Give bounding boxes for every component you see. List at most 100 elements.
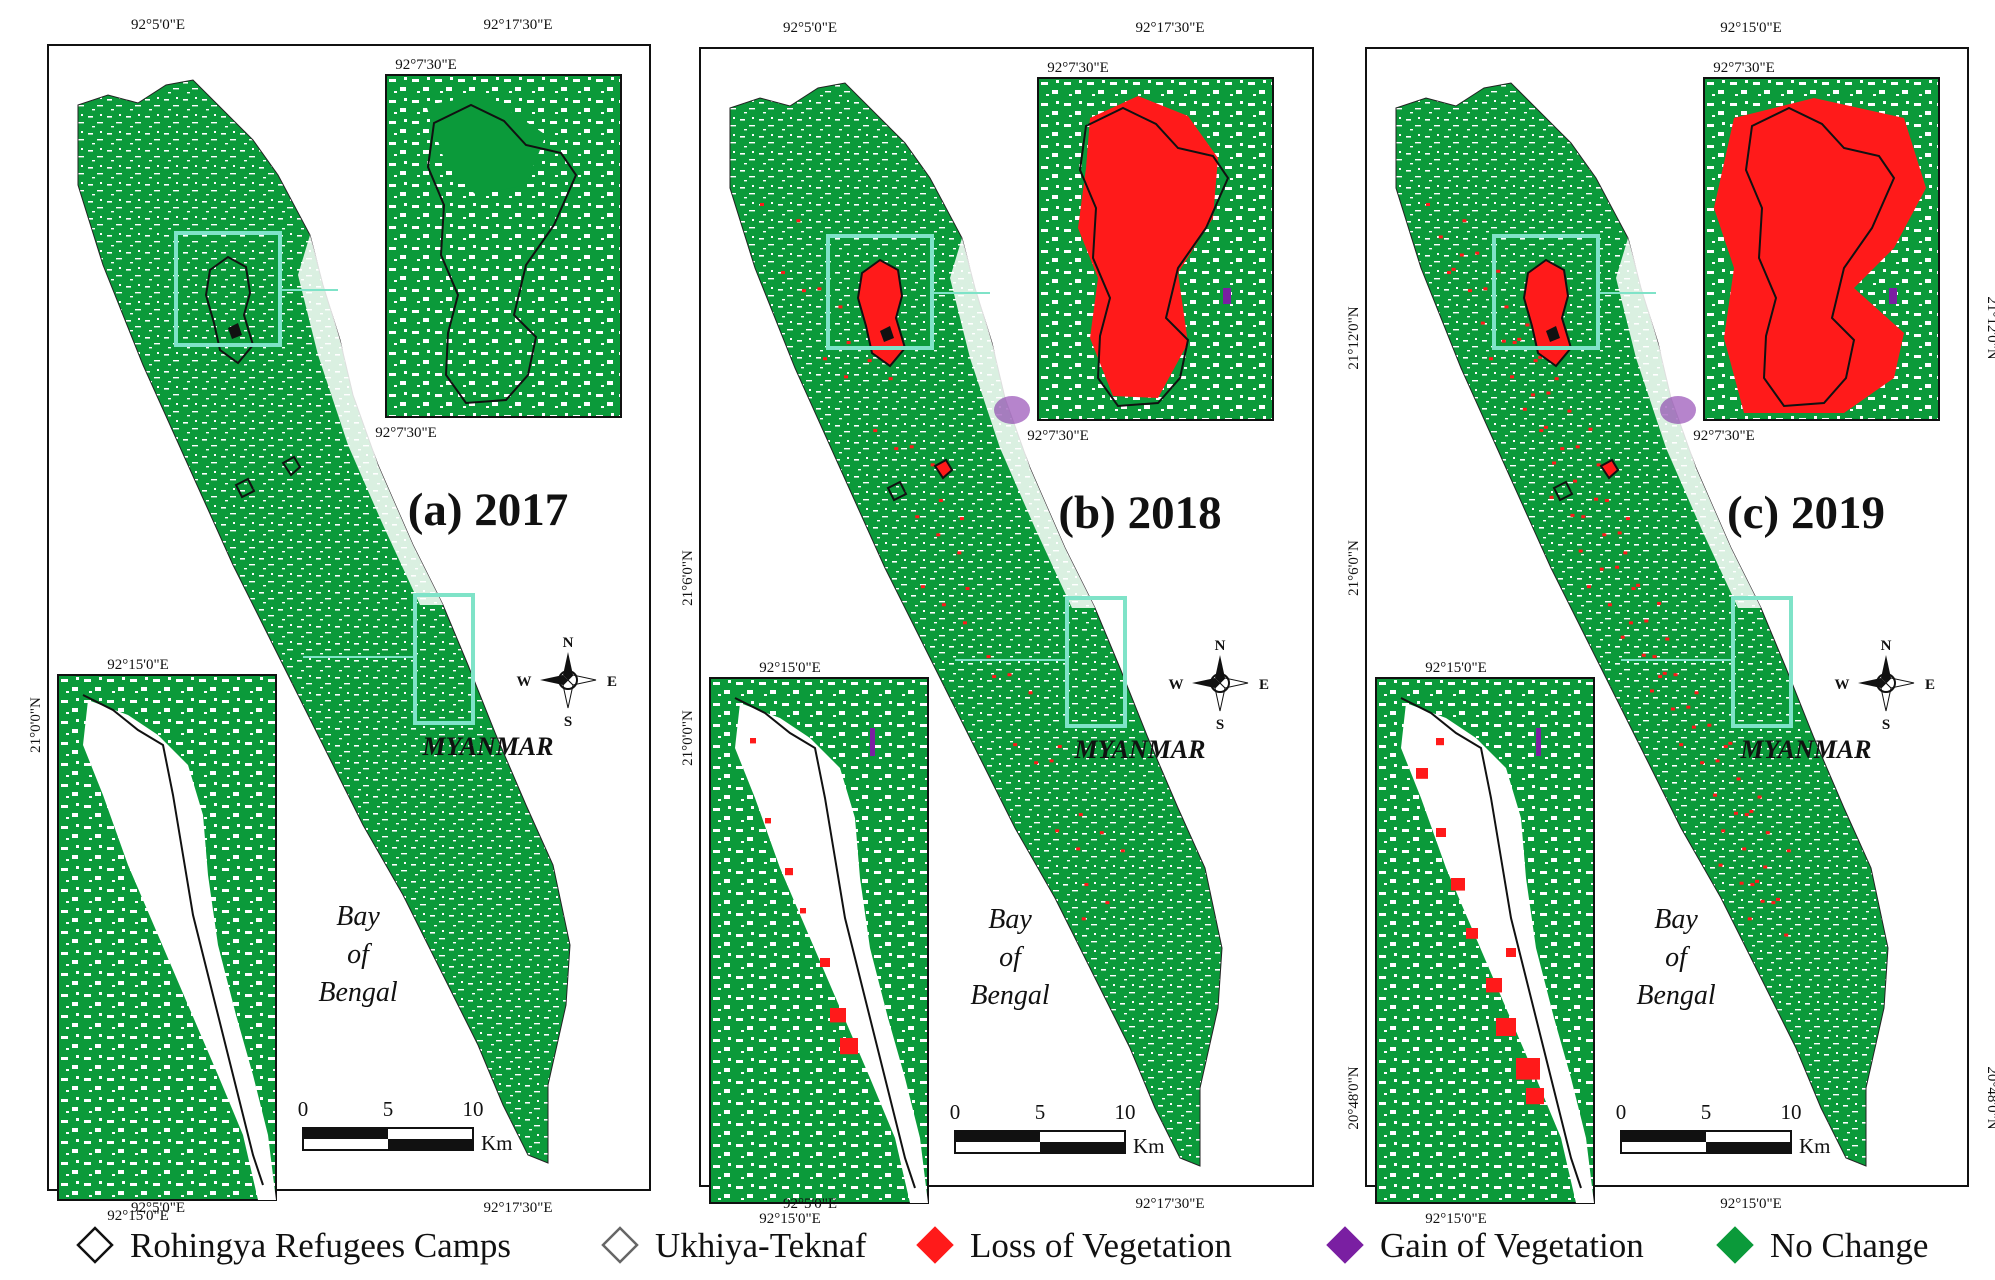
loss-pixel [1546, 391, 1551, 395]
inset-top-coord-top: 92°7'30"E [395, 57, 457, 73]
coord-label-left: 21°0'0"N [680, 710, 696, 766]
scale-seg [1706, 1142, 1791, 1153]
inset-bottom-coord-bottom: 92°15'0"E [107, 1208, 169, 1224]
inset-bottom-coord-bottom: 92°15'0"E [759, 1211, 821, 1227]
loss-pixel [1483, 287, 1488, 291]
scale-seg [388, 1139, 473, 1150]
loss-pixel [1570, 513, 1575, 517]
loss-pixel [1617, 531, 1622, 535]
loss-pixel [1679, 743, 1684, 747]
loss-pixel [1034, 761, 1039, 765]
loss-pixel [1620, 635, 1625, 639]
loss-pixel [930, 463, 935, 467]
loss-pixel [1594, 497, 1599, 501]
compass-ring [1876, 673, 1896, 693]
loss-pixel [838, 305, 843, 309]
loss-pixel [1754, 879, 1759, 883]
bay-label-line: Bengal [970, 980, 1050, 1011]
coord-label-top: 92°17'30"E [484, 17, 553, 33]
inset-bottom-camp-boundary [1400, 697, 1582, 1189]
place-myanmar: MYANMAR [422, 732, 554, 761]
legend-label: No Change [1770, 1226, 1928, 1265]
inset-bottom-coord-bottom: 92°15'0"E [1425, 1211, 1487, 1227]
place-bay-of-bengal: Bay of Bengal [318, 901, 398, 1008]
loss-pixel [992, 675, 997, 679]
scale-tick-label: 5 [383, 1097, 394, 1121]
scale-tick-label: 5 [1035, 1100, 1046, 1124]
inset-loss-pixel [800, 908, 806, 914]
loss-pixel [915, 515, 920, 519]
inset-gain-patch [1889, 288, 1897, 304]
compass-ring [558, 670, 578, 690]
cleared-strip [298, 235, 443, 605]
camp-small [228, 323, 242, 339]
inset-bottom-camp-boundary [82, 694, 264, 1186]
loss-pixel [1615, 565, 1620, 569]
legend: Rohingya Refugees Camps Ukhiya-Teknaf Loss… [76, 1226, 1928, 1265]
loss-pixel [1670, 707, 1675, 711]
legend-symbol-diamond-outline-black [76, 1226, 114, 1264]
inset-loss-pixel [785, 868, 793, 876]
loss-pixel [796, 219, 801, 223]
north-arrow-icon: N S E W [1169, 638, 1270, 733]
loss-pixel [1765, 831, 1770, 835]
loss-pixel [1718, 863, 1723, 867]
loss-pixel [1694, 691, 1699, 695]
loss-pixel [1099, 831, 1104, 835]
map-panel-2: 92°7'30"E 92°7'30"E 92°15'0"E 92°15'0"E (b) … [680, 20, 1314, 1227]
coord-label-left: 21°0'0"N [28, 697, 44, 753]
loss-pixel [1586, 585, 1591, 589]
inset-gain-pixel [1536, 728, 1541, 756]
place-myanmar: MYANMAR [1740, 735, 1872, 764]
loss-pixel [1739, 881, 1744, 885]
loss-pixel [873, 429, 878, 433]
loss-pixel [1742, 847, 1747, 851]
loss-pixel [1076, 847, 1081, 851]
compass-n: N [563, 635, 574, 651]
inset-dense-vegetation [426, 95, 546, 195]
inset-top-coord-bottom: 92°7'30"E [375, 425, 437, 441]
compass-needle [540, 675, 568, 685]
legend-symbol-diamond-red [916, 1226, 954, 1264]
loss-pixel [1749, 809, 1754, 813]
inset-top: 92°7'30"E 92°7'30"E [375, 57, 622, 441]
inset-source-box-bottom [413, 593, 475, 725]
peninsula-vegetation [1395, 82, 1889, 1167]
inset-loss-pixel [1516, 1058, 1540, 1080]
cleared-strip [1616, 238, 1761, 608]
camp-small [933, 458, 954, 480]
loss-pixel [1665, 637, 1670, 641]
loss-pixel [909, 445, 914, 449]
loss-pixel [894, 447, 899, 451]
loss-pixel [1721, 829, 1726, 833]
loss-pixel [1538, 355, 1543, 359]
loss-pixel [844, 375, 849, 379]
loss-pixel [1489, 357, 1494, 361]
loss-pixel [986, 655, 991, 659]
loss-pixel [1736, 777, 1741, 781]
legend-label: Ukhiya-Teknaf [655, 1226, 867, 1265]
gain-patch [1660, 396, 1696, 424]
loss-pixel [1775, 897, 1780, 901]
loss-pixel [1700, 761, 1705, 765]
legend-label: Loss of Vegetation [970, 1226, 1232, 1265]
loss-pixel [1631, 587, 1636, 591]
loss-pixel [1673, 673, 1678, 677]
loss-pixel [1662, 671, 1667, 675]
scale-tick-label: 0 [1616, 1100, 1627, 1124]
loss-pixel [938, 499, 943, 503]
loss-pixel [1057, 745, 1062, 749]
loss-pixel [760, 203, 764, 206]
loss-pixel [1552, 461, 1557, 465]
legend-label: Gain of Vegetation [1380, 1226, 1644, 1265]
inset-top: 92°7'30"E 92°7'30"E [1027, 60, 1274, 444]
inset-loss-pixel [1451, 878, 1465, 891]
loss-pixel [1686, 705, 1691, 709]
coord-label-top: 92°5'0"E [131, 17, 185, 33]
loss-pixel [941, 603, 946, 607]
loss-pixel [823, 357, 828, 361]
loss-pixel [1723, 745, 1728, 749]
bay-label-line: Bay [336, 901, 380, 932]
loss-pixel [1657, 601, 1662, 605]
